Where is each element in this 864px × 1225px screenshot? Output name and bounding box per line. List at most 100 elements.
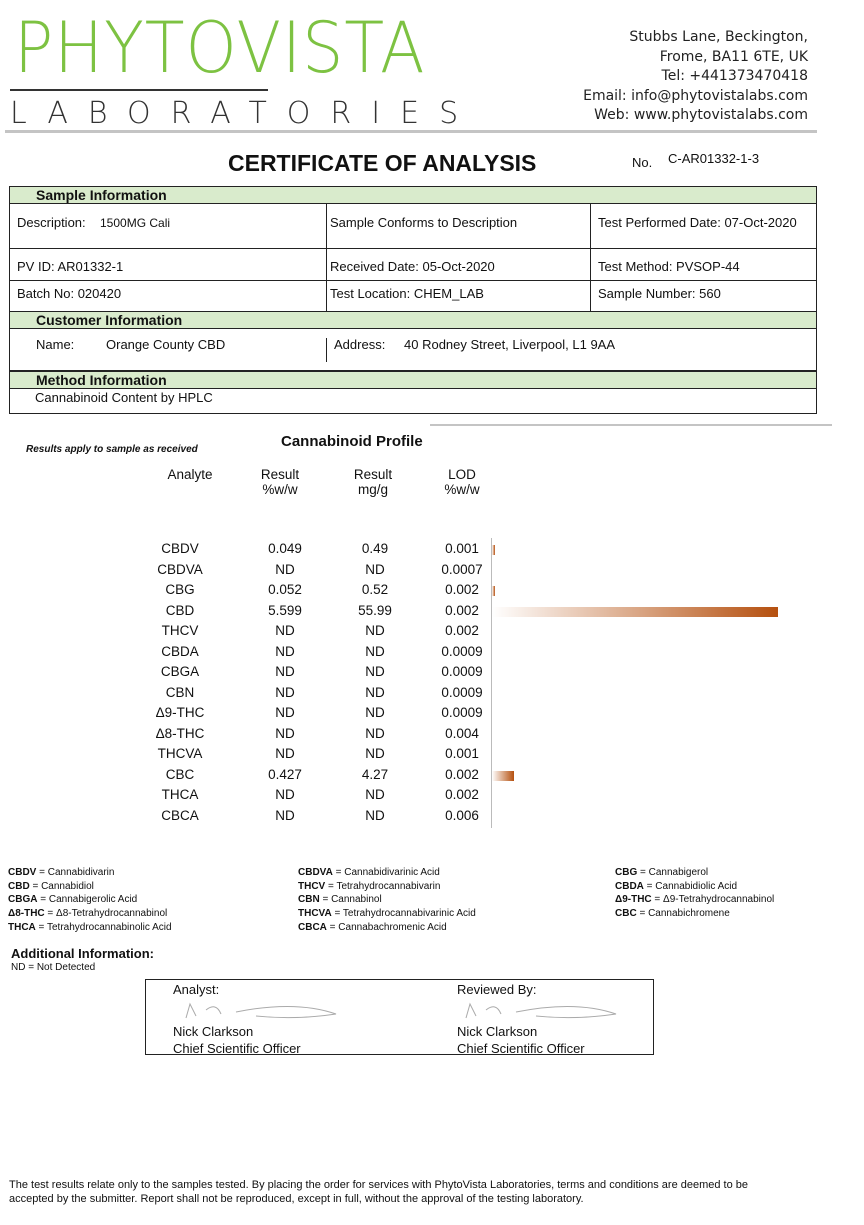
analyte-name: CBD [165, 602, 195, 618]
lod: 0.002 [445, 582, 479, 597]
result-bar [492, 545, 495, 555]
reviewer-title: Chief Scientific Officer [457, 1041, 585, 1054]
analyte-name: THCA [161, 787, 199, 802]
legend-entry: THCVA = Tetrahydrocannabivarinic Acid [298, 908, 476, 920]
result-mg: 0.49 [361, 541, 389, 556]
legend-abbr: THCA [8, 921, 36, 933]
address-label: Address: [334, 337, 386, 352]
result-mg: ND [365, 684, 385, 700]
legend-full: Cannabidiol [41, 880, 94, 892]
legend-full: Cannabachromenic Acid [338, 921, 447, 933]
legend-entry: CBC = Cannabichromene [615, 908, 730, 920]
col-pct: Result %w/w [260, 467, 300, 497]
result-mg: 0.52 [361, 582, 389, 597]
result-pct: ND [275, 725, 295, 741]
section-heading: Customer Information [10, 312, 816, 329]
result-bar [492, 606, 778, 617]
result-pct: ND [275, 623, 295, 638]
legend-abbr: CBDA [615, 880, 644, 892]
test-method: Test Method: PVSOP-44 [598, 259, 740, 274]
address-line: Frome, BA11 6TE, UK [659, 48, 808, 65]
result-mg: ND [365, 664, 385, 679]
lod: 0.0009 [441, 705, 483, 720]
legend-full: Cannabigerol [648, 867, 709, 878]
analyte-name: CBG [165, 582, 195, 597]
legend-abbr: CBN [298, 894, 320, 906]
legend-abbr: Δ9-THC [615, 894, 652, 906]
reviewer-signature [465, 1002, 617, 1019]
legend-abbr: CBCA [298, 921, 327, 933]
col-analyte: Analyte [167, 467, 213, 482]
section-heading: Method Information [10, 372, 816, 389]
test-date: Test Performed Date: 07-Oct-2020 [598, 215, 797, 230]
header-divider [5, 130, 817, 133]
additional-text: ND = Not Detected [11, 962, 96, 973]
result-pct: ND [275, 787, 295, 802]
analyte-name: CBDVA [157, 561, 203, 577]
website: Web: www.phytovistalabs.com [594, 107, 808, 123]
phone: Tel: +441373470418 [661, 68, 808, 84]
analyst-name: Nick Clarkson [173, 1024, 254, 1039]
analyst-title: Chief Scientific Officer [173, 1041, 301, 1054]
legend-entry: CBGA = Cannabigerolic Acid [8, 894, 138, 906]
batch-no: Batch No: 020420 [17, 286, 122, 301]
legend-entry: CBCA = Cannabachromenic Acid [298, 921, 447, 933]
logo-subtext: LABORATORIES [10, 96, 479, 131]
legend-abbr: CBG [615, 867, 638, 878]
email: Email: info@phytovistalabs.com [583, 87, 808, 104]
result-mg: ND [365, 623, 385, 638]
legend-entry: CBDV = Cannabidivarin [8, 867, 115, 878]
result-bar [492, 586, 495, 596]
result-pct: 0.052 [268, 582, 302, 597]
profile-title: Cannabinoid Profile [281, 433, 423, 450]
result-pct: 0.049 [268, 541, 302, 556]
lab-address: Stubbs Lane, Beckington, Frome, BA11 6TE… [583, 28, 808, 126]
legend-abbr: CBGA [8, 894, 38, 906]
lod: 0.001 [445, 541, 479, 556]
analyte-name: Δ8-THC [155, 725, 205, 741]
analyte-name: Δ9-THC [155, 705, 205, 720]
pv-id: PV ID: AR01332-1 [17, 259, 124, 274]
sample-information: Sample Information Description: 1500MG C… [9, 186, 817, 313]
bar-axis [491, 538, 492, 828]
results-note: Results apply to sample as received [26, 444, 198, 455]
legend-entry: Δ8-THC = Δ8-Tetrahydrocannabinol [8, 908, 168, 920]
result-mg: 55.99 [358, 602, 392, 618]
result-pct: 0.427 [268, 766, 302, 782]
lod: 0.004 [445, 725, 479, 741]
legend-abbr: CBDV [8, 867, 37, 878]
analyst-label: Analyst: [173, 982, 220, 997]
conforms: Sample Conforms to Description [330, 215, 518, 230]
legend-full: Tetrahydrocannabinolic Acid [47, 921, 172, 933]
description: 1500MG Cali [100, 216, 171, 230]
reviewer-name: Nick Clarkson [457, 1024, 538, 1039]
result-pct: ND [275, 664, 295, 679]
lod: 0.0009 [441, 664, 483, 679]
customer-address: 40 Rodney Street, Liverpool, L1 9AA [404, 337, 616, 352]
legend-abbr: THCV [298, 880, 326, 892]
legend-entry: CBG = Cannabigerol [615, 867, 709, 878]
result-pct: 5.599 [268, 602, 302, 618]
result-bar [492, 770, 514, 781]
col-lod: LOD %w/w [444, 467, 480, 497]
legend-entry: CBN = Cannabinol [298, 894, 382, 906]
lod: 0.0007 [441, 561, 483, 577]
legend-entry: CBDA = Cannabidiolic Acid [615, 880, 738, 892]
analyte-name: CBN [165, 684, 195, 700]
result-pct: ND [275, 746, 295, 761]
legend-abbr: CBC [615, 908, 637, 920]
sample-number: Sample Number: 560 [598, 286, 721, 301]
legend-full: Tetrahydrocannabivarinic Acid [342, 908, 476, 920]
legend-full: Δ8-Tetrahydrocannabinol [56, 908, 168, 920]
cert-no: C-AR01332-1-3 [668, 151, 760, 166]
legend-entry: THCA = Tetrahydrocannabinolic Acid [8, 921, 172, 933]
description-label: Description: [17, 215, 86, 230]
analyte-name: THCVA [157, 746, 203, 761]
legend-entry: CBDVA = Cannabidivarinic Acid [298, 867, 440, 878]
legend-entry: CBD = Cannabidiol [8, 880, 94, 892]
legend-full: Cannabidivarinic Acid [344, 867, 440, 878]
result-mg: ND [365, 787, 385, 802]
analyte-name: CBDV [161, 541, 199, 556]
analyte-name: CBC [165, 766, 195, 782]
result-pct: ND [275, 561, 295, 577]
